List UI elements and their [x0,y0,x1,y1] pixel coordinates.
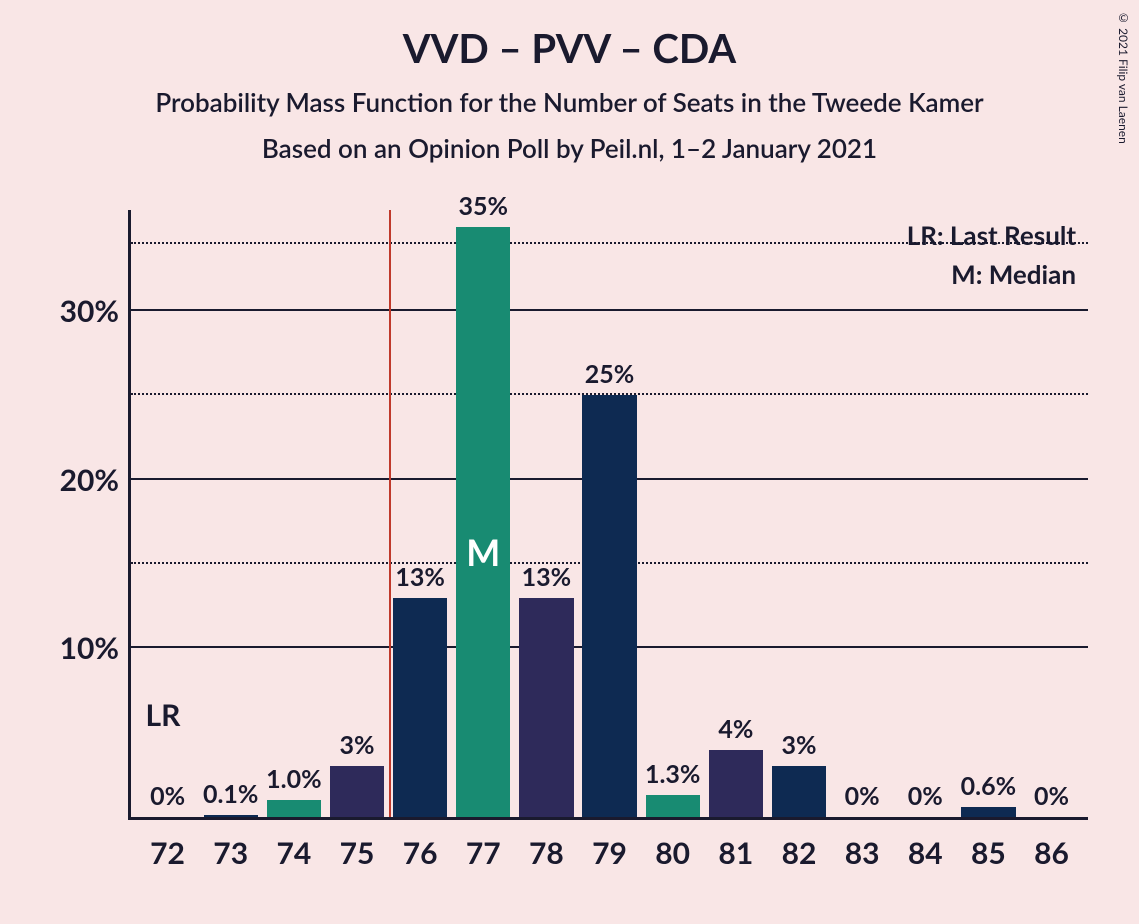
bar-value-label: 1.3% [645,759,700,789]
x-axis-label: 73 [213,835,248,871]
bars-container: 0%720.1%731.0%743%7513%7635%M7713%7825%7… [131,210,1088,817]
bar-slot: 3%75 [325,210,388,817]
bar-slot: 1.3%80 [641,210,704,817]
bar: 3% [330,766,384,817]
bar: 3% [772,766,826,817]
bar-value-label: 25% [585,359,635,389]
bar-slot: 0%83 [831,210,894,817]
bar-value-label: 3% [781,730,816,760]
x-axis-label: 81 [718,835,753,871]
bar-slot: 1.0%74 [262,210,325,817]
bar-slot: 3%82 [767,210,830,817]
bar: 0.6% [961,807,1015,817]
bar-slot: 4%81 [704,210,767,817]
x-axis-label: 76 [403,835,438,871]
chart-title: VVD – PVV – CDA [0,0,1139,72]
bar-value-label: 13% [395,562,445,592]
bar-value-label: 0% [150,781,185,811]
bar-value-label: 0% [1034,781,1069,811]
x-axis-label: 86 [1034,835,1069,871]
y-axis-label: 20% [60,462,119,498]
x-axis-label: 85 [971,835,1006,871]
x-axis-label: 77 [466,835,501,871]
bar-value-label: 0% [908,781,943,811]
bar: 1.0% [267,800,321,817]
bar-slot: 0.6%85 [957,210,1020,817]
bar-value-label: 35% [459,191,509,221]
bar: 1.3% [646,795,700,817]
bar-value-label: 13% [522,562,572,592]
bar-slot: 25%79 [578,210,641,817]
x-axis-label: 78 [529,835,564,871]
bar-slot: 0%72 [136,210,199,817]
x-axis-label: 80 [655,835,690,871]
bar-value-label: 0.6% [961,771,1016,801]
x-axis-label: 82 [782,835,817,871]
x-axis-label: 74 [276,835,311,871]
bar-slot: 0%84 [894,210,957,817]
y-axis-label: 30% [60,293,119,329]
bar: 35%M [456,227,510,817]
bar-value-label: 4% [718,714,753,744]
median-marker: M [466,530,500,574]
bar-slot: 35%M77 [452,210,515,817]
x-axis-label: 83 [845,835,880,871]
bar-value-label: 0.1% [203,779,258,809]
bar-value-label: 0% [845,781,880,811]
chart-subtitle: Probability Mass Function for the Number… [0,72,1139,118]
bar-slot: 0%86 [1020,210,1083,817]
x-axis-label: 84 [908,835,943,871]
bar-slot: 13%78 [515,210,578,817]
x-axis-label: 79 [592,835,627,871]
copyright-text: © 2021 Filip van Laenen [1116,10,1131,144]
bar: 4% [709,750,763,817]
bar: 25% [582,395,636,817]
bar: 0.1% [204,815,258,817]
x-axis-label: 72 [150,835,185,871]
chart-source: Based on an Opinion Poll by Peil.nl, 1–2… [0,118,1139,164]
bar-value-label: 3% [339,730,374,760]
bar: 13% [393,598,447,817]
bar: 13% [519,598,573,817]
bar-slot: 0.1%73 [199,210,262,817]
bar-value-label: 1.0% [266,764,321,794]
bar-slot: 13%76 [389,210,452,817]
y-axis-label: 10% [60,630,119,666]
chart-plot-area: LR: Last Result M: Median 10%20%30% LR 0… [128,210,1088,820]
x-axis-label: 75 [340,835,375,871]
